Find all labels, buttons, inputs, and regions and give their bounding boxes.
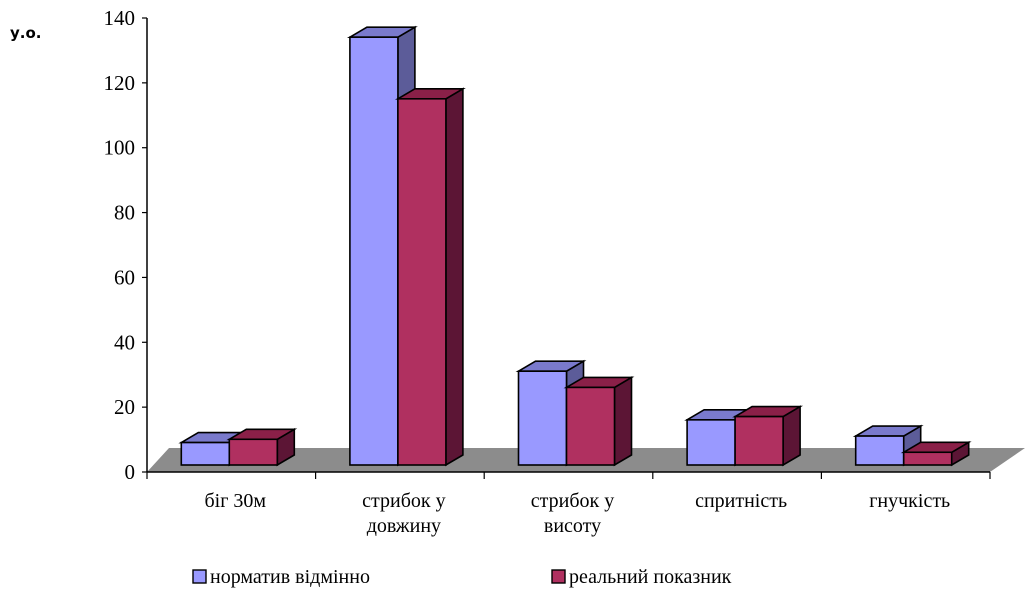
- legend: норматив відмінно реальний показник: [192, 566, 732, 588]
- bar-side: [613, 376, 633, 467]
- legend-swatch: [192, 569, 207, 584]
- bar-front: [686, 419, 736, 466]
- legend-label: норматив відмінно: [210, 566, 370, 588]
- bar-front: [902, 451, 953, 466]
- bar: [732, 405, 804, 467]
- bars-group: [178, 25, 972, 467]
- y-tick-label: 80: [114, 201, 135, 225]
- y-tick-label: 0: [125, 460, 136, 484]
- bar: [226, 427, 298, 467]
- bar-front: [565, 386, 616, 466]
- y-tick-label: 40: [114, 330, 135, 354]
- x-tick-label: довжину: [367, 515, 441, 537]
- x-tick-group: біг 30м стрибок у довжину стрибок у висоту сп…: [146, 472, 991, 537]
- bar: [394, 87, 466, 467]
- bar-front: [397, 98, 447, 466]
- y-tick-label: 20: [114, 395, 135, 419]
- y-tick-label: 120: [104, 71, 136, 95]
- legend-swatch: [551, 569, 566, 584]
- y-axis-label: у.о.: [10, 24, 41, 42]
- x-tick-label: стрибок у: [531, 490, 614, 512]
- bar-front: [228, 438, 279, 466]
- x-tick-label: висоту: [544, 515, 601, 537]
- y-tick-label: 140: [104, 6, 136, 30]
- x-tick-label: біг 30м: [205, 490, 267, 512]
- y-tick-label: 100: [104, 136, 136, 160]
- bar: [900, 440, 972, 467]
- legend-label: реальний показник: [569, 566, 732, 588]
- x-tick-label: гнучкість: [869, 490, 950, 512]
- y-tick-group: 0 20 40 60 80 100 120 140: [104, 6, 147, 484]
- bar-side: [445, 87, 464, 467]
- bar-front: [517, 370, 568, 466]
- bar-front: [349, 36, 399, 466]
- x-tick-label: спритність: [695, 490, 787, 512]
- y-tick-label: 60: [114, 265, 135, 289]
- x-tick-label: стрибок у: [362, 490, 445, 512]
- bar: [852, 424, 924, 467]
- bar-front: [180, 441, 231, 466]
- bar-front: [734, 415, 784, 466]
- bar: [563, 376, 635, 467]
- bar-front: [854, 435, 905, 466]
